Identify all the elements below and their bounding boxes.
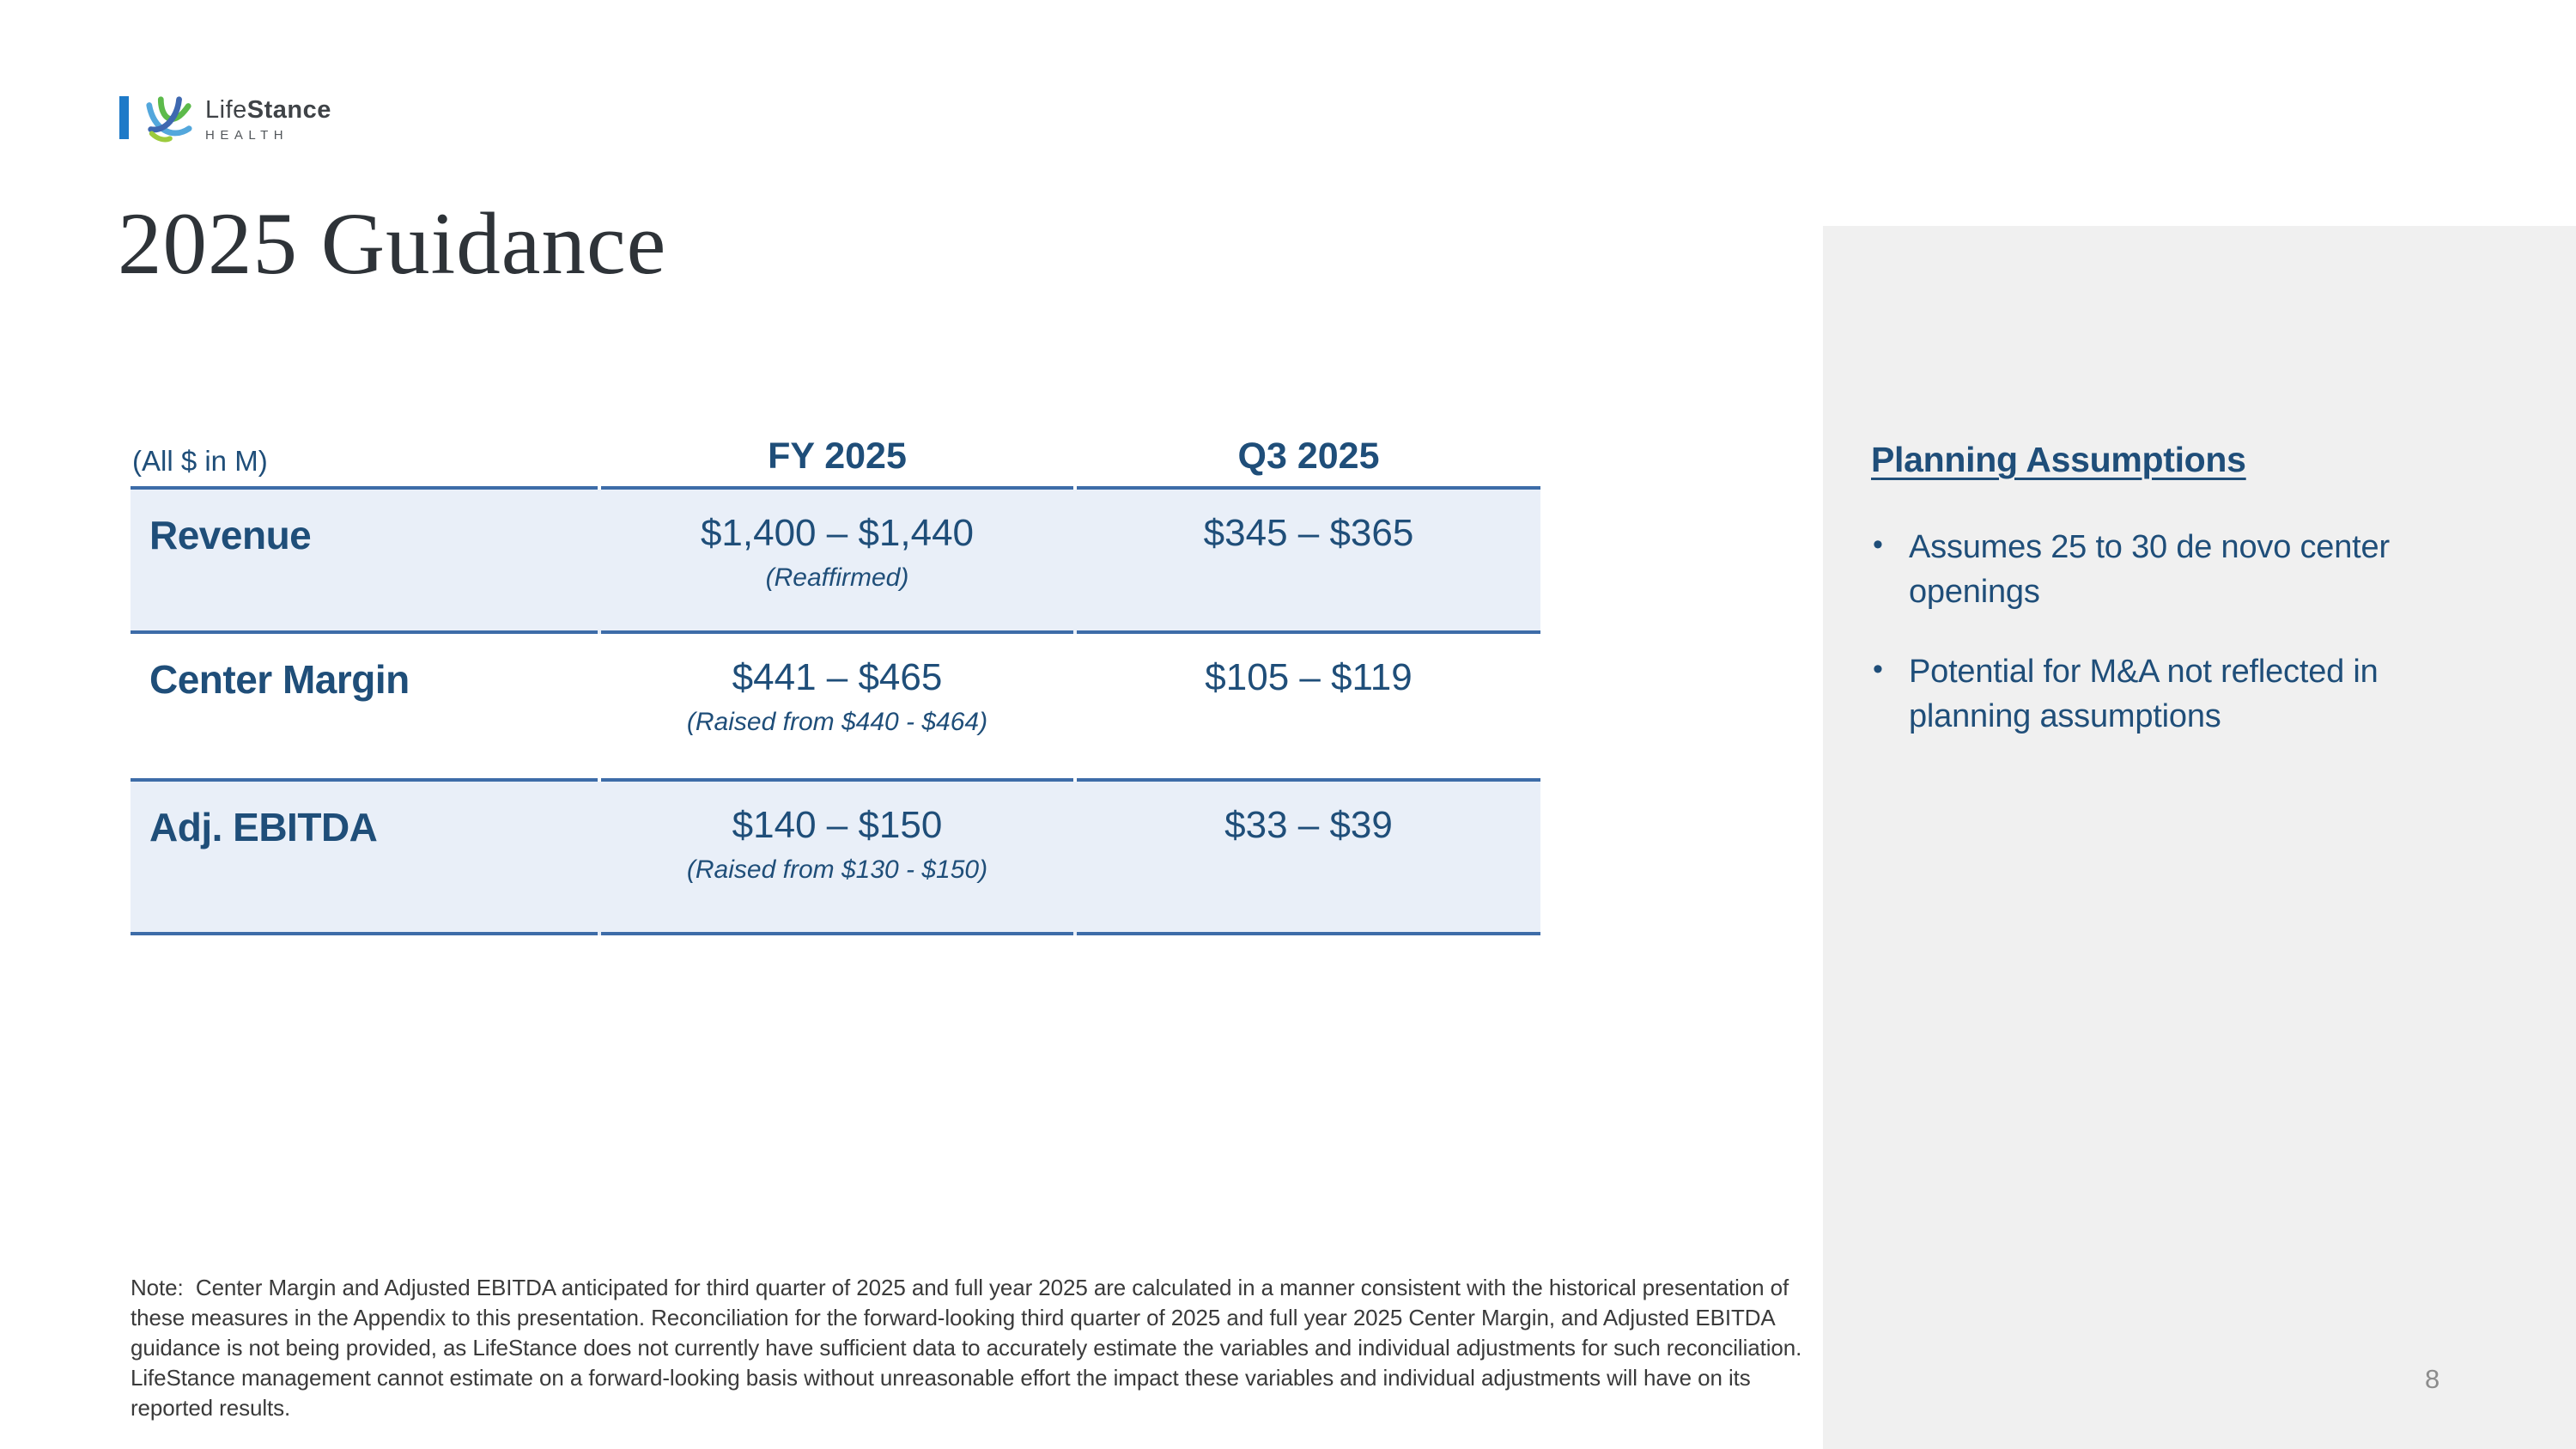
planning-assumptions-list: • Assumes 25 to 30 de novo center openin… [1871,525,2464,740]
q3-range: $33 – $39 [1224,804,1393,846]
footnote-text: Note: Center Margin and Adjusted EBITDA … [131,1275,1808,1421]
fy-range: $441 – $465 [732,656,943,698]
logo-wordmark: LifeStance HEALTH [205,98,331,143]
logo-brand-health: HEALTH [205,128,289,143]
right-background-panel [1823,226,2576,1449]
bullet-text: Assumes 25 to 30 de novo center openings [1909,529,2390,611]
table-column-header-fy2025: FY 2025 [601,429,1073,490]
guidance-table: (All $ in M) FY 2025 Q3 2025 Revenue $1,… [131,429,1540,935]
q3-range: $105 – $119 [1205,656,1413,698]
fy-range: $1,400 – $1,440 [700,512,975,554]
table-row-adj-ebitda: Adj. EBITDA $140 – $150 (Raised from $13… [131,782,1540,935]
row-fy-value: $441 – $465 (Raised from $440 - $464) [601,634,1073,782]
table-column-header-q32025: Q3 2025 [1077,429,1540,490]
table-row-center-margin: Center Margin $441 – $465 (Raised from $… [131,634,1540,782]
lifestance-logo-icon [146,96,192,143]
table-unit-label: (All $ in M) [131,429,598,490]
logo-blue-bar [119,96,129,139]
row-q3-value: $345 – $365 [1077,490,1540,634]
row-label: Adj. EBITDA [131,782,598,935]
logo-brand-life: Life [205,96,247,124]
list-item: • Potential for M&A not reflected in pla… [1871,649,2464,740]
logo-brand-stance: Stance [246,96,331,124]
planning-assumptions-heading: Planning Assumptions [1871,440,2246,479]
fy-range: $140 – $150 [732,804,943,846]
fy-range-note: (Reaffirmed) [765,563,909,592]
page-number: 8 [2425,1364,2440,1394]
fy-range-note: (Raised from $440 - $464) [686,708,988,736]
row-q3-value: $33 – $39 [1077,782,1540,935]
planning-assumptions-panel: Planning Assumptions • Assumes 25 to 30 … [1871,440,2464,774]
bullet-icon: • [1873,652,1883,685]
row-label: Center Margin [131,634,598,782]
row-label: Revenue [131,490,598,634]
q3-range: $345 – $365 [1203,512,1414,554]
fy-range-note: (Raised from $130 - $150) [686,855,988,884]
row-q3-value: $105 – $119 [1077,634,1540,782]
logo-brand-name: LifeStance [205,98,331,123]
row-fy-value: $140 – $150 (Raised from $130 - $150) [601,782,1073,935]
bullet-icon: • [1873,528,1883,561]
table-header-row: (All $ in M) FY 2025 Q3 2025 [131,429,1540,490]
bullet-text: Potential for M&A not reflected in plann… [1909,653,2379,735]
page-title: 2025 Guidance [118,195,667,293]
row-fy-value: $1,400 – $1,440 (Reaffirmed) [601,490,1073,634]
table-row-revenue: Revenue $1,400 – $1,440 (Reaffirmed) $34… [131,490,1540,634]
lifestance-logo: LifeStance HEALTH [119,91,331,144]
list-item: • Assumes 25 to 30 de novo center openin… [1871,525,2464,615]
